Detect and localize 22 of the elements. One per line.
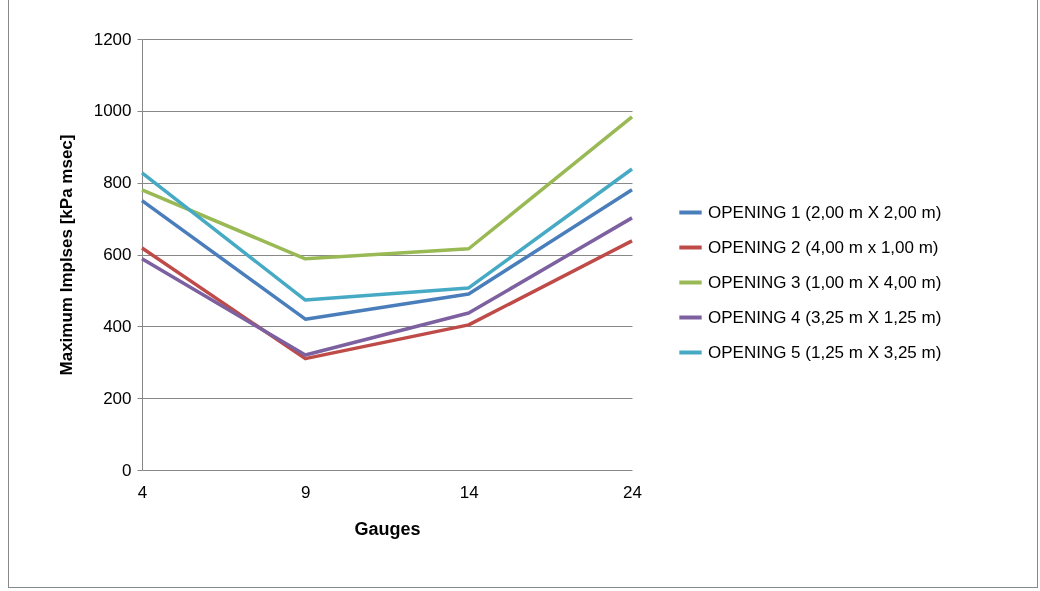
line-series	[140, 167, 634, 302]
y-axis-title: Maximum Implses [kPa msec]	[56, 134, 76, 376]
y-tick-label: 1000	[93, 101, 132, 121]
line-series	[140, 115, 634, 261]
y-tick-label: 600	[103, 245, 132, 264]
x-tick-label: 14	[459, 482, 479, 502]
y-tick-label: 0	[122, 460, 132, 480]
x-axis-title: Gauges	[354, 518, 421, 539]
legend-label: OPENING 3 (1,00 m X 4,00 m)	[708, 272, 942, 292]
legend-label: OPENING 1 (2,00 m X 2,00 m)	[708, 202, 942, 222]
line-series	[140, 188, 634, 321]
legend-label: OPENING 4 (3,25 m X 1,25 m)	[708, 307, 942, 327]
x-tick-label: 4	[137, 482, 148, 502]
y-tick-label: 800	[103, 173, 132, 193]
x-tick-label: 24	[623, 482, 642, 502]
legend-label: OPENING 5 (1,25 m X 3,25 m)	[708, 342, 942, 362]
y-tick-label: 1200	[93, 29, 132, 49]
y-tick-label: 200	[103, 388, 132, 408]
line-series	[140, 216, 634, 357]
legend-label: OPENING 2 (4,00 m x 1,00 m)	[708, 237, 939, 257]
y-tick-label: 400	[103, 316, 132, 336]
x-tick-label: 9	[301, 482, 311, 502]
